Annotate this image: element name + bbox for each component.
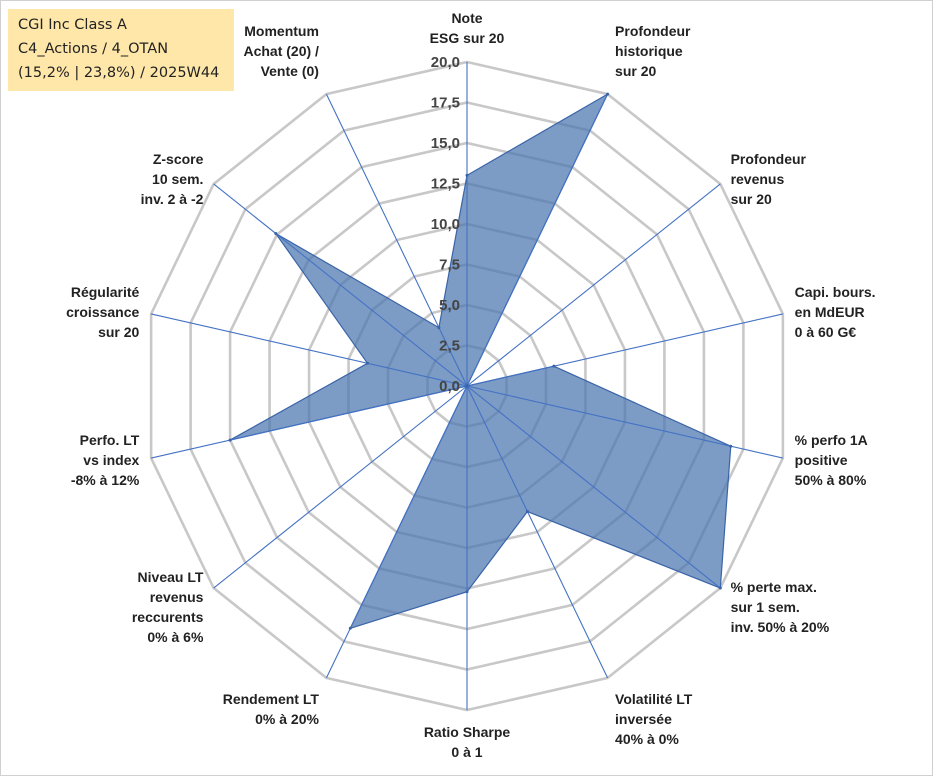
axis-label-line: 10 sem. xyxy=(152,171,203,187)
axis-label-line: ESG sur 20 xyxy=(430,30,505,46)
axis-label-line: % perte max. xyxy=(731,579,817,595)
axis-spoke xyxy=(213,385,468,589)
axis-label-line: revenus xyxy=(150,589,204,605)
axis-label-line: -8% à 12% xyxy=(71,472,140,488)
info-line-1: CGI Inc Class A xyxy=(18,17,127,33)
data-point xyxy=(228,438,232,442)
data-area xyxy=(229,93,732,629)
tick-label: 12,5 xyxy=(431,176,460,193)
axis-label-line: vs index xyxy=(83,452,139,468)
tick-label: 2,5 xyxy=(439,338,460,355)
axis-label: Niveau LT revenus reccurents 0% à 6% xyxy=(132,569,204,645)
axis-label-line: Z-score xyxy=(153,151,204,167)
axis-label: Profondeur historique sur 20 xyxy=(615,23,691,79)
data-point xyxy=(274,231,278,235)
axis-label-line: 0% à 6% xyxy=(147,629,204,645)
axis-spoke xyxy=(466,183,721,387)
axis-spoke xyxy=(151,313,468,387)
axis-label-line: Régularité xyxy=(71,284,140,300)
axis-label-line: Capi. bours. xyxy=(795,284,876,300)
axis-label-line: sur 20 xyxy=(615,63,656,79)
axis-label-line: positive xyxy=(795,452,848,468)
data-point xyxy=(718,586,722,590)
data-point xyxy=(465,384,469,388)
axis-spoke xyxy=(466,313,783,387)
data-point xyxy=(525,510,529,514)
info-line-3: (15,2% | 23,8%) / 2025W44 xyxy=(18,65,220,81)
axis-label: Profondeur revenus sur 20 xyxy=(731,151,807,207)
axis-label-line: Ratio Sharpe xyxy=(424,724,511,740)
axis-spoke xyxy=(213,183,468,387)
axis-label-line: Niveau LT xyxy=(138,569,204,585)
axis-spoke xyxy=(466,385,721,589)
data-point xyxy=(465,173,469,177)
tick-label: 0,0 xyxy=(439,378,460,395)
axis-label-line: historique xyxy=(615,43,683,59)
axis-label: % perte max. sur 1 sem. inv. 50% à 20% xyxy=(731,579,830,635)
data-point xyxy=(348,626,352,630)
info-line-2: C4_Actions / 4_OTAN xyxy=(18,41,169,57)
tick-label: 10,0 xyxy=(431,216,460,233)
axis-label-line: revenus xyxy=(731,171,785,187)
axis-spoke xyxy=(325,93,468,387)
info-box: CGI Inc Class A C4_Actions / 4_OTAN (15,… xyxy=(8,9,234,91)
axis-label: Ratio Sharpe 0 à 1 xyxy=(424,724,511,760)
axis-label-line: inv. 50% à 20% xyxy=(731,619,830,635)
axis-label-line: Perfo. LT xyxy=(80,432,140,448)
axis-label-line: 0% à 20% xyxy=(255,711,319,727)
axis-label-line: 50% à 80% xyxy=(795,472,867,488)
axis-label: Note ESG sur 20 xyxy=(430,10,505,46)
axis-label-line: Profondeur xyxy=(731,151,807,167)
axis-label-line: croissance xyxy=(66,304,139,320)
axis-label: Volatilité LT inversée 40% à 0% xyxy=(615,691,693,747)
axis-label-line: Vente (0) xyxy=(261,63,319,79)
axis-label: Capi. bours. en MdEUR 0 à 60 G€ xyxy=(795,284,876,340)
axis-label-line: 0 à 1 xyxy=(451,744,482,760)
tick-label: 5,0 xyxy=(439,297,460,314)
tick-label: 7,5 xyxy=(439,257,460,274)
tick-label: 20,0 xyxy=(431,54,460,71)
data-point xyxy=(552,364,556,368)
axis-label-line: en MdEUR xyxy=(795,304,865,320)
axis-label-line: 0 à 60 G€ xyxy=(795,324,857,340)
data-point xyxy=(365,361,369,365)
axis-label-line: Note xyxy=(451,10,482,26)
axis-label: Z-score 10 sem. inv. 2 à -2 xyxy=(141,151,204,207)
data-point xyxy=(465,590,469,594)
tick-label: 17,5 xyxy=(431,95,460,112)
tick-label: 15,0 xyxy=(431,135,460,152)
axis-label-line: inv. 2 à -2 xyxy=(141,191,204,207)
data-point xyxy=(606,92,610,96)
axis-label-line: reccurents xyxy=(132,609,204,625)
axis-label-line: sur 20 xyxy=(98,324,139,340)
data-point xyxy=(437,326,441,330)
axis-label-line: Volatilité LT xyxy=(615,691,693,707)
axis-label-line: 40% à 0% xyxy=(615,731,679,747)
axis-label: Momentum Achat (20) / Vente (0) xyxy=(243,23,319,79)
axis-label: Perfo. LT vs index -8% à 12% xyxy=(71,432,140,488)
axis-spoke xyxy=(151,385,468,459)
axis-label-line: Achat (20) / xyxy=(243,43,319,59)
axis-label-line: sur 1 sem. xyxy=(731,599,800,615)
axis-label: Régularité croissance sur 20 xyxy=(66,284,139,340)
axis-label-line: sur 20 xyxy=(731,191,772,207)
axis-spoke xyxy=(466,93,609,387)
axis-label-line: Momentum xyxy=(244,23,319,39)
axis-label-line: inversée xyxy=(615,711,672,727)
axis-spoke xyxy=(466,385,609,679)
data-point xyxy=(729,444,733,448)
axis-label-line: Rendement LT xyxy=(223,691,320,707)
axis-label: Rendement LT 0% à 20% xyxy=(223,691,320,727)
axis-label-line: Profondeur xyxy=(615,23,691,39)
axis-label-line: % perfo 1A xyxy=(795,432,868,448)
axis-label: % perfo 1A positive 50% à 80% xyxy=(795,432,868,488)
